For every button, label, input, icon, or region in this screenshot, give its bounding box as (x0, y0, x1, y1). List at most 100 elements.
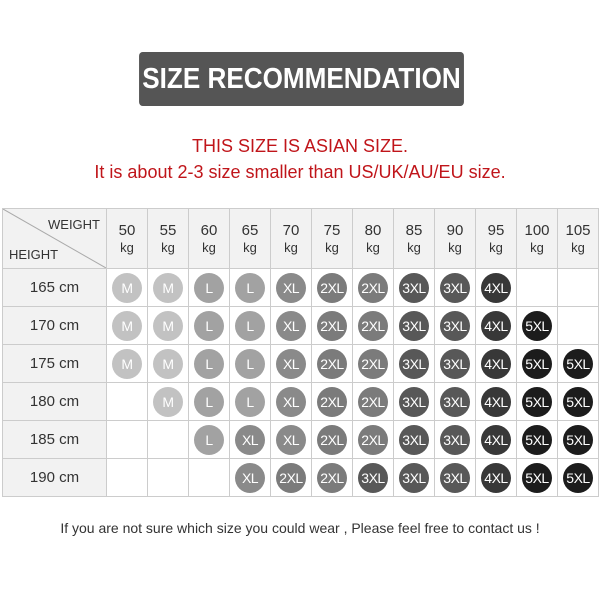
size-badge: 2XL (358, 348, 388, 379)
size-cell: 5XL (516, 420, 558, 459)
size-cell: M (147, 344, 189, 383)
size-badge: 2XL (317, 310, 347, 341)
size-badge: 5XL (563, 424, 593, 455)
size-cell: 4XL (475, 268, 517, 307)
size-cell: L (229, 268, 271, 307)
size-badge: 5XL (522, 424, 552, 455)
size-badge: XL (276, 310, 306, 341)
size-cell: L (229, 382, 271, 421)
size-cell: L (229, 306, 271, 345)
size-cell: 3XL (434, 268, 476, 307)
diagonal-divider (3, 209, 106, 268)
size-badge: L (194, 386, 224, 417)
weight-unit: kg (202, 239, 216, 255)
size-badge: 2XL (317, 272, 347, 303)
size-cell: 5XL (557, 420, 599, 459)
size-cell: 3XL (352, 458, 394, 497)
size-cell: 5XL (557, 458, 599, 497)
size-badge: L (194, 272, 224, 303)
weight-value: 75 (323, 221, 341, 239)
table-row: 175 cm M M L L XL 2XL 2XL 3XL 3XL 4XL 5XL 5XL (2, 344, 599, 383)
size-badge: 3XL (358, 462, 388, 493)
empty-cell (516, 268, 558, 307)
empty-cell (106, 420, 148, 459)
size-badge: 4XL (481, 462, 511, 493)
table-row: 190 cm XL 2XL 2XL 3XL 3XL 3XL 4XL 5XL 5XL (2, 458, 599, 497)
size-cell: M (147, 382, 189, 421)
weight-header: 50 kg (106, 208, 148, 269)
size-cell: 2XL (352, 268, 394, 307)
weight-unit: kg (325, 239, 339, 255)
height-cell: 190 cm (2, 458, 107, 497)
size-cell: 3XL (434, 458, 476, 497)
empty-cell (106, 382, 148, 421)
weight-header: 90 kg (434, 208, 476, 269)
size-cell: 4XL (475, 344, 517, 383)
empty-cell (147, 420, 189, 459)
weight-header: 60 kg (188, 208, 230, 269)
size-cell: 2XL (352, 306, 394, 345)
size-cell: L (188, 268, 230, 307)
weight-value: 105 (565, 221, 591, 239)
size-badge: 2XL (358, 310, 388, 341)
size-badge: 4XL (481, 348, 511, 379)
height-cell: 175 cm (2, 344, 107, 383)
weight-value: 65 (241, 221, 259, 239)
size-badge: 3XL (399, 348, 429, 379)
size-cell: M (106, 344, 148, 383)
size-badge: 5XL (522, 310, 552, 341)
size-cell: 5XL (557, 344, 599, 383)
table-row: 180 cm M L L XL 2XL 2XL 3XL 3XL 4XL 5XL 5XL (2, 382, 599, 421)
size-cell: 2XL (270, 458, 312, 497)
size-badge: 5XL (522, 348, 552, 379)
size-cell: 5XL (516, 344, 558, 383)
weight-header: 100 kg (516, 208, 558, 269)
size-badge: 5XL (563, 462, 593, 493)
size-badge: 5XL (522, 386, 552, 417)
weight-header: 65 kg (229, 208, 271, 269)
size-badge: 5XL (522, 462, 552, 493)
size-table: WEIGHT HEIGHT 50 kg 55 kg 60 kg 65 kg 70 kg 75 kg 80… (2, 208, 599, 497)
table-row: 170 cm M M L L XL 2XL 2XL 3XL 3XL 4XL 5XL (2, 306, 599, 345)
size-badge: 2XL (358, 272, 388, 303)
size-badge: 4XL (481, 386, 511, 417)
size-cell: 3XL (393, 420, 435, 459)
size-cell: M (147, 306, 189, 345)
weight-header: 80 kg (352, 208, 394, 269)
size-cell: 3XL (393, 458, 435, 497)
size-badge: 2XL (358, 386, 388, 417)
size-cell: XL (270, 344, 312, 383)
size-badge: M (112, 310, 142, 341)
size-badge: 3XL (440, 348, 470, 379)
weight-value: 70 (282, 221, 300, 239)
height-cell: 180 cm (2, 382, 107, 421)
size-cell: XL (270, 306, 312, 345)
size-badge: L (194, 310, 224, 341)
weight-unit: kg (448, 239, 462, 255)
size-badge: 3XL (440, 272, 470, 303)
size-badge: 3XL (399, 386, 429, 417)
weight-label: WEIGHT (48, 217, 100, 232)
weight-unit: kg (530, 239, 544, 255)
weight-header: 55 kg (147, 208, 189, 269)
size-cell: M (106, 306, 148, 345)
size-badge: XL (276, 386, 306, 417)
size-cell: XL (229, 420, 271, 459)
size-badge: L (194, 348, 224, 379)
size-cell: L (188, 382, 230, 421)
size-badge: L (235, 386, 265, 417)
size-badge: M (153, 348, 183, 379)
weight-unit: kg (161, 239, 175, 255)
size-cell: 4XL (475, 306, 517, 345)
height-label: HEIGHT (9, 247, 59, 262)
size-badge: 3XL (399, 424, 429, 455)
size-cell: 5XL (557, 382, 599, 421)
weight-header: 105 kg (557, 208, 599, 269)
size-cell: 2XL (352, 382, 394, 421)
size-badge: 3XL (440, 386, 470, 417)
size-badge: L (235, 348, 265, 379)
size-badge: 4XL (481, 424, 511, 455)
size-cell: XL (270, 268, 312, 307)
weight-header: 70 kg (270, 208, 312, 269)
weight-value: 55 (159, 221, 177, 239)
